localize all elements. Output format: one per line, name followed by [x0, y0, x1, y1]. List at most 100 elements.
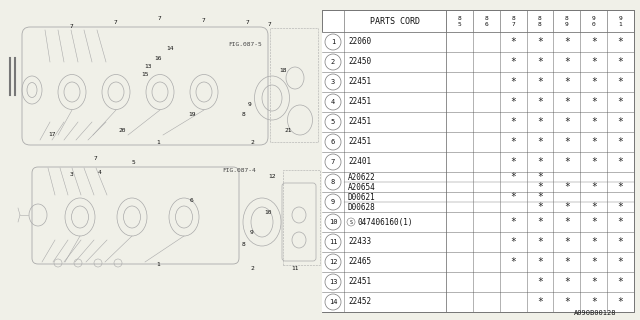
Text: *: *: [591, 137, 596, 147]
Text: *: *: [591, 37, 596, 47]
Text: 9: 9: [592, 15, 596, 20]
Text: 0: 0: [592, 21, 596, 27]
Text: 5: 5: [458, 21, 461, 27]
Text: *: *: [510, 217, 516, 227]
Text: 9: 9: [565, 21, 569, 27]
Text: 7: 7: [511, 21, 515, 27]
Bar: [322, 52, 634, 72]
Text: 22452: 22452: [348, 298, 371, 307]
Text: 7: 7: [114, 20, 118, 25]
Text: 2: 2: [331, 59, 335, 65]
Text: 13: 13: [329, 279, 337, 285]
Text: *: *: [537, 192, 543, 202]
Circle shape: [325, 254, 341, 270]
Text: 22451: 22451: [348, 117, 371, 126]
Text: *: *: [537, 97, 543, 107]
Text: *: *: [564, 137, 570, 147]
Circle shape: [325, 134, 341, 150]
Bar: [322, 32, 634, 52]
Text: *: *: [510, 192, 516, 202]
Text: *: *: [618, 137, 623, 147]
Text: 9: 9: [248, 102, 252, 108]
Text: 13: 13: [144, 65, 152, 69]
Text: 3: 3: [331, 79, 335, 85]
Circle shape: [325, 274, 341, 290]
Text: *: *: [564, 77, 570, 87]
Text: *: *: [537, 202, 543, 212]
Text: *: *: [618, 57, 623, 67]
Text: *: *: [537, 257, 543, 267]
Text: 4: 4: [98, 170, 102, 174]
Text: 8: 8: [538, 21, 542, 27]
Text: D00628: D00628: [348, 203, 376, 212]
Text: *: *: [564, 237, 570, 247]
Text: 6: 6: [331, 139, 335, 145]
Text: 9: 9: [619, 15, 623, 20]
Text: *: *: [618, 257, 623, 267]
Text: 14: 14: [166, 45, 173, 51]
Text: 7: 7: [246, 20, 250, 25]
Text: 7: 7: [70, 25, 74, 29]
Text: 8: 8: [565, 15, 569, 20]
Text: 22401: 22401: [348, 157, 371, 166]
Text: 22451: 22451: [348, 277, 371, 286]
Text: *: *: [537, 137, 543, 147]
Text: 17: 17: [48, 132, 56, 138]
Circle shape: [347, 218, 355, 226]
Text: *: *: [618, 37, 623, 47]
Text: *: *: [510, 77, 516, 87]
Text: 5: 5: [331, 119, 335, 125]
Text: *: *: [564, 257, 570, 267]
Bar: [322, 152, 634, 172]
Text: *: *: [510, 37, 516, 47]
Text: S: S: [349, 220, 353, 225]
Text: *: *: [510, 137, 516, 147]
Text: *: *: [591, 217, 596, 227]
Text: 21: 21: [284, 127, 292, 132]
Bar: [322, 72, 634, 92]
Circle shape: [325, 154, 341, 170]
Text: 8: 8: [241, 113, 245, 117]
Text: 8: 8: [331, 179, 335, 185]
Text: 22451: 22451: [348, 138, 371, 147]
Text: 1: 1: [619, 21, 623, 27]
Text: 18: 18: [279, 68, 287, 73]
Text: *: *: [537, 117, 543, 127]
Bar: [322, 192, 634, 212]
Text: *: *: [537, 182, 543, 192]
Text: 7: 7: [93, 156, 97, 161]
Bar: [322, 272, 634, 292]
Text: 22060: 22060: [348, 37, 371, 46]
Bar: [322, 10, 634, 312]
Text: *: *: [564, 217, 570, 227]
Text: 19: 19: [188, 113, 196, 117]
Text: *: *: [591, 157, 596, 167]
Text: FIG.087-5: FIG.087-5: [228, 42, 262, 47]
Circle shape: [325, 194, 341, 210]
Text: *: *: [537, 217, 543, 227]
Text: *: *: [537, 157, 543, 167]
Text: *: *: [510, 172, 516, 182]
Text: *: *: [618, 117, 623, 127]
Bar: [322, 132, 634, 152]
Circle shape: [325, 54, 341, 70]
Text: *: *: [564, 182, 570, 192]
Text: FIG.087-4: FIG.087-4: [222, 168, 256, 173]
Text: *: *: [618, 97, 623, 107]
Text: *: *: [537, 77, 543, 87]
Text: *: *: [564, 297, 570, 307]
Text: *: *: [510, 257, 516, 267]
Bar: [322, 212, 634, 232]
Text: *: *: [618, 157, 623, 167]
Circle shape: [325, 74, 341, 90]
Text: 6: 6: [190, 197, 194, 203]
Text: *: *: [537, 37, 543, 47]
Text: D00621: D00621: [348, 193, 376, 202]
Text: 7: 7: [202, 18, 206, 22]
Text: *: *: [510, 157, 516, 167]
Text: A20654: A20654: [348, 182, 376, 191]
Text: 10: 10: [329, 219, 337, 225]
Text: 9: 9: [250, 229, 254, 235]
Text: *: *: [510, 97, 516, 107]
Text: 22451: 22451: [348, 98, 371, 107]
